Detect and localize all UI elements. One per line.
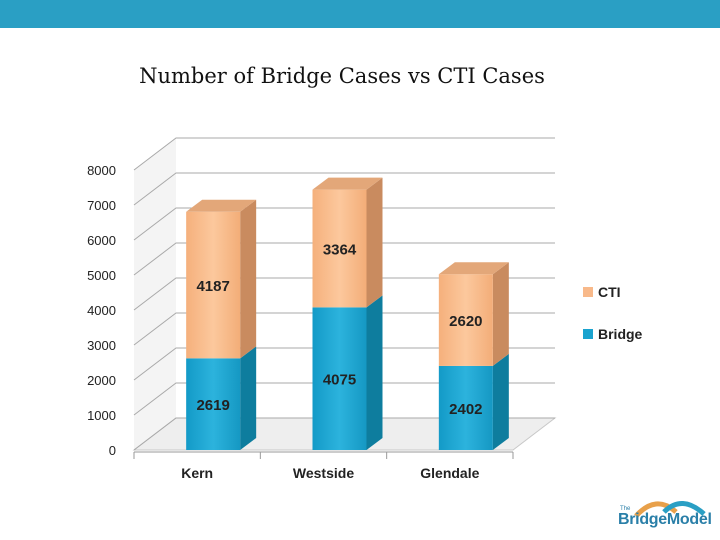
bar-cti-glendale-top	[438, 262, 509, 275]
chart-title: Number of Bridge Cases vs CTI Cases	[139, 64, 545, 88]
gridline	[133, 207, 555, 241]
bar-bridge-glendale-side	[492, 353, 509, 450]
y-tick-label: 2000	[87, 373, 116, 388]
x-category-label: Glendale	[420, 465, 479, 481]
gridline	[133, 312, 555, 346]
gridline	[133, 417, 555, 451]
legend-swatch-cti	[583, 287, 593, 297]
x-category-label: Kern	[181, 465, 213, 481]
gridline	[133, 347, 555, 381]
bar-bridge-glendale	[438, 365, 493, 450]
legend-label-bridge: Bridge	[598, 326, 643, 342]
bar-cti-westside	[312, 189, 367, 308]
gridline	[133, 277, 555, 311]
bar-bridge-westside	[312, 307, 367, 450]
gridline	[133, 242, 555, 276]
bridgemodel-logo: The BridgeModel	[612, 496, 716, 536]
legend-label-cti: CTI	[598, 284, 621, 300]
x-category-label: Westside	[293, 465, 354, 481]
bar-cti-kern	[186, 211, 241, 359]
gridline	[133, 172, 555, 206]
data-label: 3364	[323, 242, 357, 259]
bar-bridge-westside-side	[366, 295, 383, 450]
bar-cti-kern-top	[186, 199, 257, 212]
gridline	[133, 382, 555, 416]
data-label: 2619	[196, 397, 229, 414]
y-tick-label: 1000	[87, 408, 116, 423]
bar-cti-westside-side	[366, 177, 383, 308]
bar-cti-westside-top	[312, 177, 383, 190]
bar-cti-glendale	[438, 274, 493, 366]
data-label: 2620	[449, 313, 482, 330]
gridline	[133, 137, 555, 171]
header-band	[0, 0, 720, 28]
data-label: 2402	[449, 401, 482, 418]
bar-cti-kern-side	[240, 199, 257, 359]
y-tick-label: 6000	[87, 233, 116, 248]
y-tick-label: 3000	[87, 338, 116, 353]
data-label: 4075	[323, 372, 356, 389]
y-tick-label: 7000	[87, 198, 116, 213]
y-tick-label: 4000	[87, 303, 116, 318]
y-tick-label: 5000	[87, 268, 116, 283]
logo-text: BridgeModel	[618, 511, 712, 528]
logo-small-text: The	[620, 506, 631, 512]
bar-cti-glendale-side	[492, 262, 509, 366]
bar-bridge-kern-side	[240, 346, 257, 450]
y-tick-label: 0	[109, 443, 116, 458]
y-tick-label: 8000	[87, 163, 116, 178]
legend-swatch-bridge	[583, 329, 593, 339]
logo-arc-icon	[634, 501, 706, 518]
bar-bridge-kern	[186, 358, 241, 450]
data-label: 4187	[196, 278, 229, 295]
